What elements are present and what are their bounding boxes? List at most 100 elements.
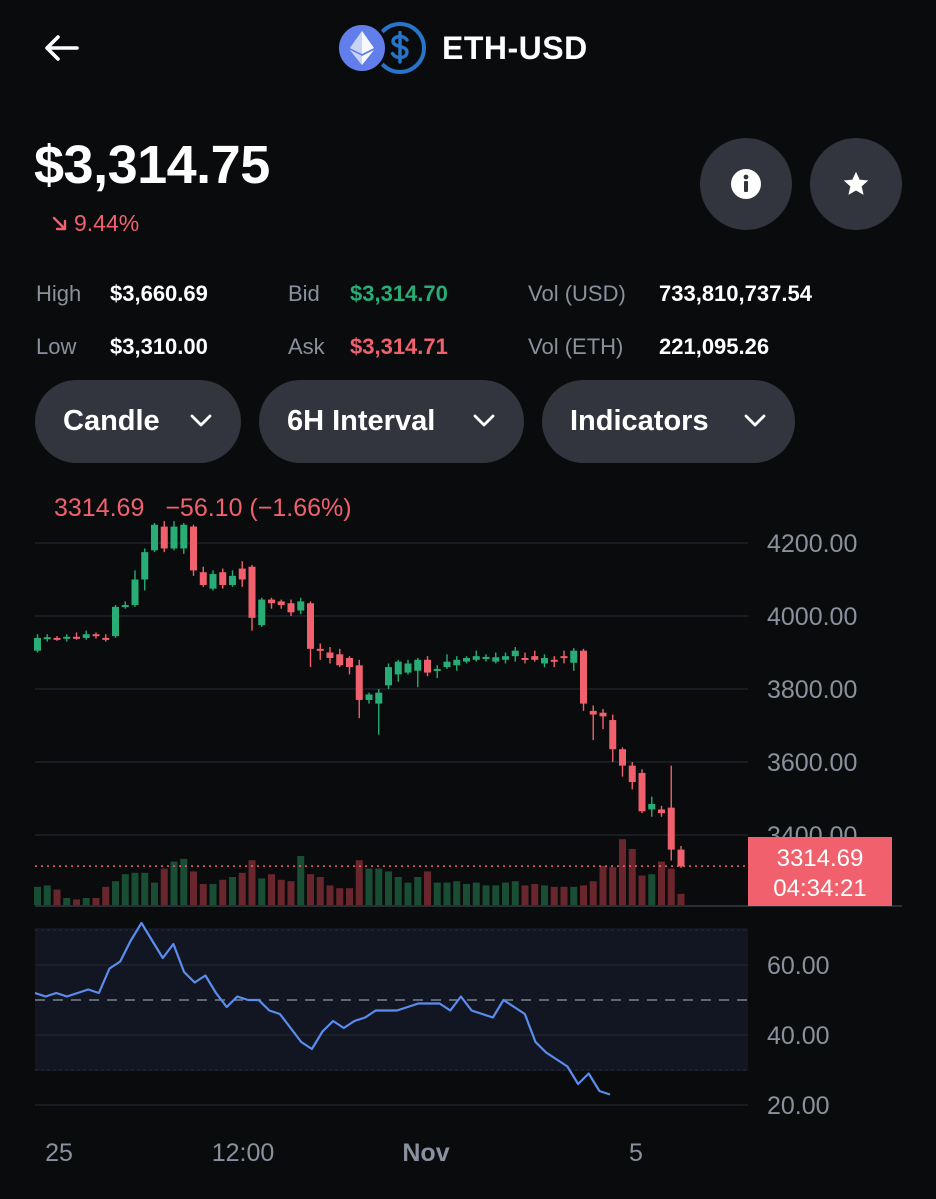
chart-legend: 3314.69 −56.10 (−1.66%) (54, 494, 352, 523)
x-tick-label: 12:00 (212, 1139, 275, 1167)
bid-value: $3,314.70 (350, 281, 448, 306)
candle-body (463, 657, 470, 662)
volume-bar (277, 879, 285, 905)
volume-bar (34, 886, 41, 905)
volume-bar (43, 885, 51, 905)
candle-body (589, 710, 597, 715)
chart-type-dropdown[interactable]: Candle (35, 380, 241, 463)
candle-body (160, 526, 168, 549)
candle-body (667, 807, 675, 850)
legend-change: −56.10 (−1.66%) (165, 494, 352, 522)
candle-body (619, 749, 626, 766)
volume-bar (229, 877, 236, 905)
volume-bar (53, 889, 61, 905)
volume-bar (160, 868, 168, 905)
volume-bar (521, 885, 529, 905)
vol-usd-value: 733,810,737.54 (659, 281, 812, 306)
candle-body (482, 656, 490, 660)
candle-body (404, 663, 412, 673)
candle-body (141, 552, 149, 580)
y-tick-label: 4000.00 (767, 603, 857, 631)
volume-bar (667, 868, 675, 905)
candle-body (521, 657, 529, 660)
candle-body (238, 568, 246, 580)
candle-body (638, 772, 646, 812)
volume-bar (346, 888, 353, 905)
candle-body (151, 524, 158, 551)
candle-body (307, 603, 314, 649)
volume-bar (424, 871, 431, 905)
candle-body (63, 636, 71, 639)
x-tick-label: 25 (45, 1139, 73, 1167)
candle-body (560, 656, 568, 659)
candle-body (609, 720, 617, 750)
volume-bar (307, 874, 314, 905)
candle-body (599, 712, 607, 717)
volume-bar (73, 899, 80, 905)
volume-bar (560, 886, 568, 905)
volume-bar (433, 882, 441, 905)
rsi-line (34, 921, 611, 1096)
indicators-dropdown[interactable]: Indicators (542, 380, 795, 463)
rsi-band-background (35, 928, 748, 1071)
rsi-y-tick-label: 60.00 (767, 952, 830, 980)
volume-bar (170, 861, 178, 905)
arrow-left-icon (45, 35, 79, 61)
candle-body (375, 692, 383, 704)
volume-bar (92, 898, 100, 905)
volume-bar (63, 898, 71, 905)
ask-value: $3,314.71 (350, 334, 448, 359)
volume-bar (131, 872, 139, 905)
candle-body (268, 599, 275, 604)
info-icon (731, 169, 761, 199)
volume-bar (404, 882, 412, 905)
price-change: 9.44% (52, 210, 139, 237)
candle-body (492, 657, 500, 662)
low-label: Low (36, 334, 77, 359)
candle-body (199, 572, 207, 585)
chevron-down-icon (744, 414, 766, 427)
candle-body (102, 637, 110, 640)
low-value: $3,310.00 (110, 334, 208, 359)
candle-body (190, 526, 197, 571)
info-button[interactable] (700, 138, 792, 230)
volume-bar (492, 885, 500, 905)
volume-bar (238, 872, 246, 905)
candle-body (287, 603, 295, 613)
pair-icons (336, 20, 428, 76)
candle-body (443, 661, 451, 668)
star-icon (843, 171, 869, 195)
candle-body (550, 659, 558, 662)
candle-body (277, 601, 285, 606)
favorite-button[interactable] (810, 138, 902, 230)
volume-bar (658, 861, 665, 905)
page-title: ETH-USD (442, 29, 588, 66)
candle-body (511, 650, 519, 657)
y-tick-label: 3800.00 (767, 676, 857, 704)
back-button[interactable] (36, 26, 86, 70)
candle-body (424, 659, 431, 673)
volume-bar (511, 881, 519, 905)
volume-bar (472, 882, 480, 905)
candle-body (453, 659, 461, 666)
volume-bar (619, 839, 626, 905)
y-tick-label: 4200.00 (767, 530, 857, 558)
volume-bar (541, 885, 548, 905)
y-tick-label: 3600.00 (767, 749, 857, 777)
candle-body (82, 634, 90, 638)
volume-bar (297, 856, 305, 905)
vol-eth-label: Vol (ETH) (528, 334, 624, 359)
volume-bar (580, 885, 587, 905)
interval-dropdown[interactable]: 6H Interval (259, 380, 524, 463)
price-change-percent: 9.44% (74, 210, 140, 236)
high-value: $3,660.69 (110, 281, 208, 306)
candle-body (43, 637, 51, 640)
candle-body (472, 656, 480, 660)
volume-bar (648, 874, 656, 905)
candle-body (297, 601, 305, 611)
indicators-label: Indicators (570, 405, 709, 437)
volume-bar (609, 867, 617, 905)
legend-last-price: 3314.69 (54, 494, 145, 522)
candle-body (531, 656, 539, 660)
